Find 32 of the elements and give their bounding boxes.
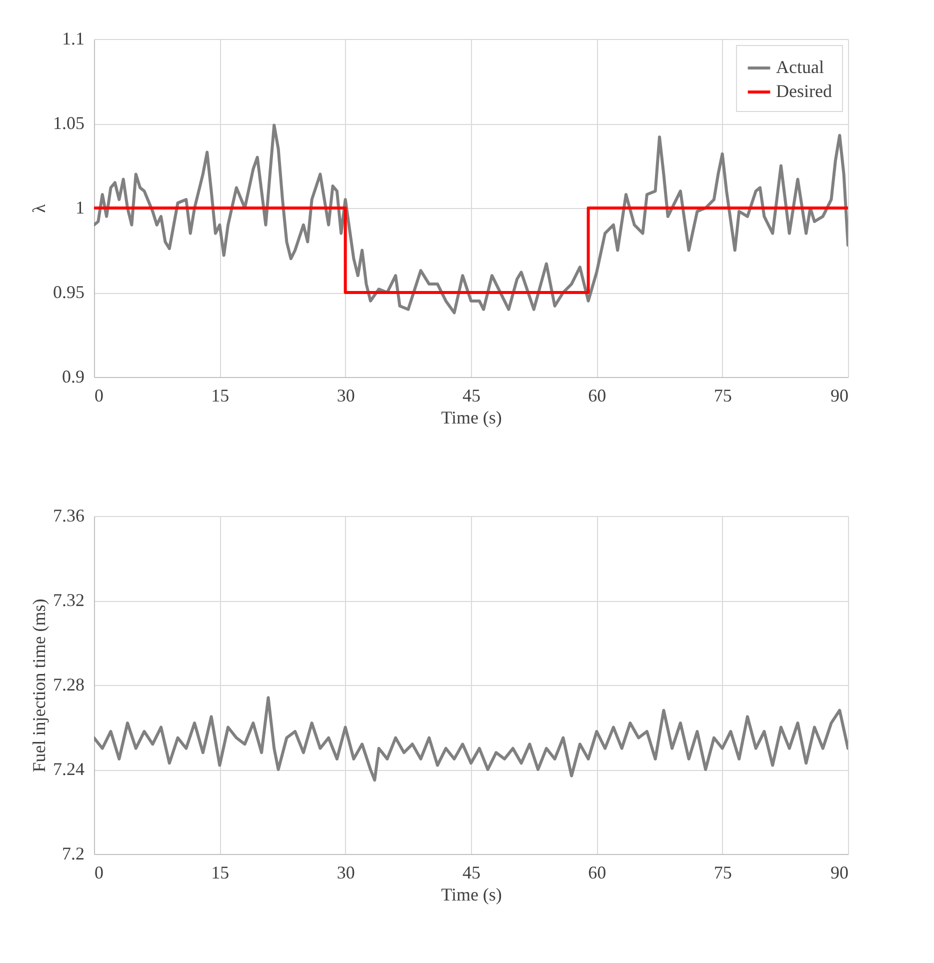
line-series xyxy=(94,124,848,314)
legend-label: Actual xyxy=(776,57,824,77)
y-tick-label: 7.36 xyxy=(53,506,84,526)
x-tick-label: 90 xyxy=(830,862,848,882)
x-tick-label: 15 xyxy=(211,862,230,882)
x-tick-label: 30 xyxy=(336,386,355,406)
x-tick-label: 15 xyxy=(211,386,230,406)
y-tick-label: 7.2 xyxy=(62,844,84,864)
x-tick-label: 30 xyxy=(336,862,355,882)
legend-label: Desired xyxy=(776,81,832,101)
x-tick-label: 60 xyxy=(588,386,606,406)
y-tick-label: 1 xyxy=(76,198,84,218)
x-tick-label: 60 xyxy=(588,862,606,882)
x-axis-title: Time (s) xyxy=(441,408,502,428)
x-tick-label: 45 xyxy=(462,862,480,882)
y-tick-label: 1.1 xyxy=(62,28,84,48)
y-tick-label: 0.95 xyxy=(53,282,84,302)
y-tick-label: 1.05 xyxy=(53,113,84,133)
y-axis-title: λ xyxy=(29,204,49,213)
y-tick-label: 0.9 xyxy=(62,366,84,386)
x-tick-label: 0 xyxy=(94,862,104,882)
x-tick-label: 75 xyxy=(714,386,732,406)
y-axis-title: Fuel injection time (ms) xyxy=(29,598,49,772)
x-tick-label: 0 xyxy=(94,386,104,406)
x-tick-label: 75 xyxy=(714,862,732,882)
x-tick-label: 90 xyxy=(830,386,848,406)
y-tick-label: 7.32 xyxy=(53,590,84,610)
y-tick-label: 7.24 xyxy=(53,759,84,779)
line-series xyxy=(94,696,848,782)
x-axis-title: Time (s) xyxy=(441,884,502,904)
x-tick-label: 45 xyxy=(462,386,480,406)
y-tick-label: 7.28 xyxy=(53,674,84,694)
